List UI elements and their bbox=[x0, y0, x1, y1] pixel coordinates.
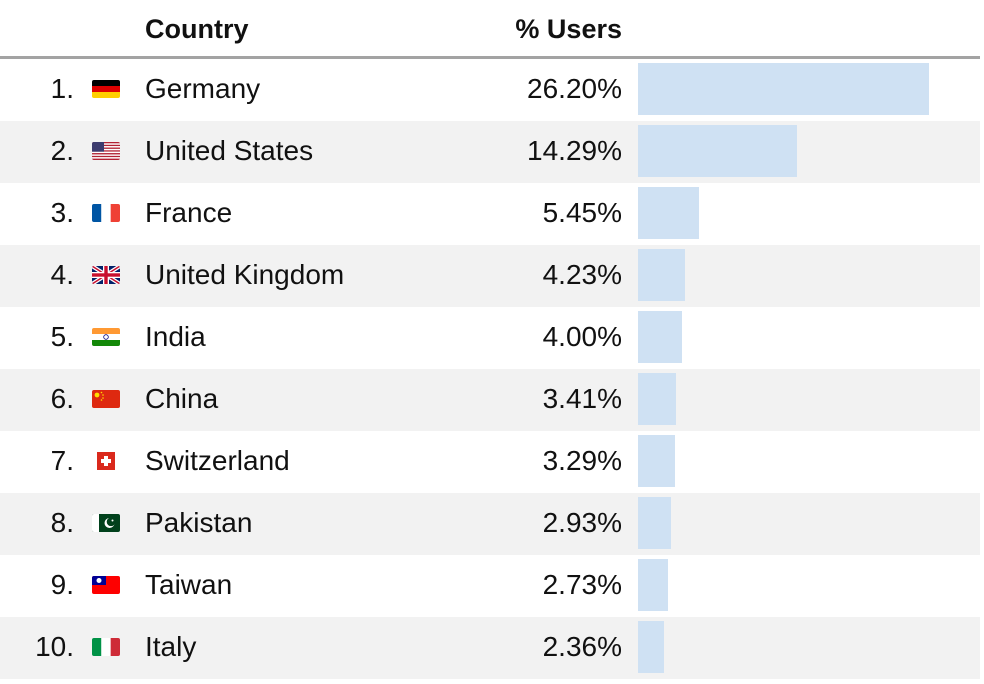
users-percent: 2.36% bbox=[542, 631, 622, 662]
users-percent: 2.73% bbox=[542, 569, 622, 600]
country-name: Germany bbox=[145, 73, 261, 104]
table-row: 9. Taiwan 2.73% bbox=[0, 555, 980, 617]
users-column-header: % Users bbox=[515, 14, 622, 44]
rank-label: 8. bbox=[50, 507, 74, 538]
country-name: Italy bbox=[145, 631, 197, 662]
table-row: 6. China 3.41% bbox=[0, 369, 980, 431]
rank-label: 4. bbox=[50, 259, 74, 290]
flag-gb-icon bbox=[92, 266, 120, 284]
users-percent: 5.45% bbox=[542, 197, 622, 228]
flag-us-icon bbox=[92, 142, 120, 160]
table-row: 10. Italy 2.36% bbox=[0, 617, 980, 679]
flag-de-icon bbox=[92, 80, 120, 98]
flag-it-icon bbox=[92, 638, 120, 656]
table-row: 4. United Kingdom 4.23% bbox=[0, 245, 980, 307]
country-name: India bbox=[145, 321, 206, 352]
users-percent: 26.20% bbox=[527, 73, 622, 104]
table-row: 7. Switzerland 3.29% bbox=[0, 431, 980, 493]
users-bar bbox=[638, 559, 668, 611]
users-bar bbox=[638, 249, 685, 301]
users-bar bbox=[638, 497, 671, 549]
flag-tw-icon bbox=[92, 576, 120, 594]
rank-label: 1. bbox=[50, 73, 74, 104]
users-percent: 3.29% bbox=[542, 445, 622, 476]
rank-label: 9. bbox=[50, 569, 74, 600]
users-bar bbox=[638, 63, 929, 115]
country-name: Taiwan bbox=[145, 569, 233, 600]
users-bar bbox=[638, 621, 664, 673]
users-bar bbox=[638, 373, 676, 425]
table-header: Country % Users bbox=[0, 0, 980, 59]
country-name: Switzerland bbox=[145, 445, 290, 476]
rank-label: 7. bbox=[50, 445, 74, 476]
users-percent: 2.93% bbox=[542, 507, 622, 538]
users-bar bbox=[638, 435, 675, 487]
table-row: 3. France 5.45% bbox=[0, 183, 980, 245]
table-row: 1. Germany 26.20% bbox=[0, 59, 980, 121]
table-row: 5. India 4.00% bbox=[0, 307, 980, 369]
table-row: 8. Pakistan 2.93% bbox=[0, 493, 980, 555]
flag-cn-icon bbox=[92, 390, 120, 408]
rank-label: 3. bbox=[50, 197, 74, 228]
rank-label: 5. bbox=[50, 321, 74, 352]
country-name: France bbox=[145, 197, 233, 228]
country-name: United Kingdom bbox=[145, 259, 345, 290]
rank-label: 2. bbox=[50, 135, 74, 166]
flag-pk-icon bbox=[92, 514, 120, 532]
country-name: China bbox=[145, 383, 219, 414]
country-column-header: Country bbox=[145, 14, 249, 44]
users-bar bbox=[638, 187, 699, 239]
users-percent: 4.23% bbox=[542, 259, 622, 290]
country-name: Pakistan bbox=[145, 507, 253, 538]
country-name: United States bbox=[145, 135, 314, 166]
flag-fr-icon bbox=[92, 204, 120, 222]
rank-label: 6. bbox=[50, 383, 74, 414]
users-bar bbox=[638, 125, 797, 177]
rank-label: 10. bbox=[35, 631, 74, 662]
table-row: 2. United States 14.29% bbox=[0, 121, 980, 183]
flag-ch-icon bbox=[92, 452, 120, 470]
flag-in-icon bbox=[92, 328, 120, 346]
users-percent: 3.41% bbox=[542, 383, 622, 414]
users-bar bbox=[638, 311, 682, 363]
users-percent: 4.00% bbox=[542, 321, 622, 352]
users-percent: 14.29% bbox=[527, 135, 622, 166]
